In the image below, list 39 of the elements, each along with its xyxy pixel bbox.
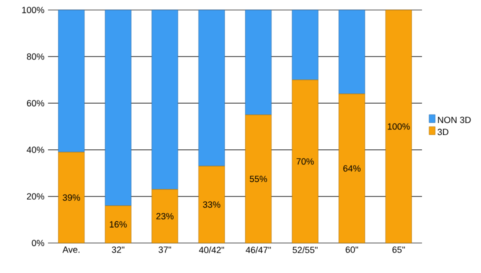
x-tick-label: 40/42" <box>199 246 224 254</box>
bar <box>292 10 318 80</box>
bar <box>152 189 178 244</box>
legend-label: NON 3D <box>438 116 471 124</box>
bar <box>245 114 272 244</box>
data-label: 55% <box>250 176 268 182</box>
y-tick-label: 40% <box>26 146 44 153</box>
legend-label: 3D <box>438 128 448 136</box>
bar <box>152 10 178 190</box>
y-tick-label: 60% <box>26 100 44 106</box>
x-tick-label: Ave. <box>62 246 80 253</box>
bar <box>104 206 132 244</box>
x-tick-label: 37" <box>158 246 172 253</box>
x-tick-label: 60" <box>346 246 358 253</box>
y-tick-label: 0% <box>32 240 44 246</box>
x-tick-label: 52/55" <box>292 246 318 254</box>
y-tick-label: 80% <box>26 53 44 60</box>
data-label: 39% <box>62 194 80 201</box>
bar <box>58 10 85 152</box>
x-tick-label: 65" <box>392 246 405 253</box>
bar <box>292 80 318 244</box>
y-tick-label: 100% <box>22 6 44 14</box>
bar <box>385 10 412 244</box>
x-tick-label: 46/47" <box>246 246 271 254</box>
bar <box>58 152 85 244</box>
bar <box>338 94 366 244</box>
data-label: 100% <box>388 123 410 130</box>
bar <box>104 10 132 206</box>
bar <box>198 10 225 166</box>
data-label: 64% <box>343 165 361 172</box>
data-label: 70% <box>296 158 314 165</box>
bar <box>338 10 366 94</box>
data-label: 33% <box>202 201 220 208</box>
x-tick-label: 32" <box>112 246 124 253</box>
data-label: 16% <box>110 221 127 228</box>
data-label: 23% <box>156 213 174 220</box>
bar <box>198 166 225 244</box>
y-tick-label: 20% <box>26 193 44 200</box>
bar <box>245 10 272 116</box>
